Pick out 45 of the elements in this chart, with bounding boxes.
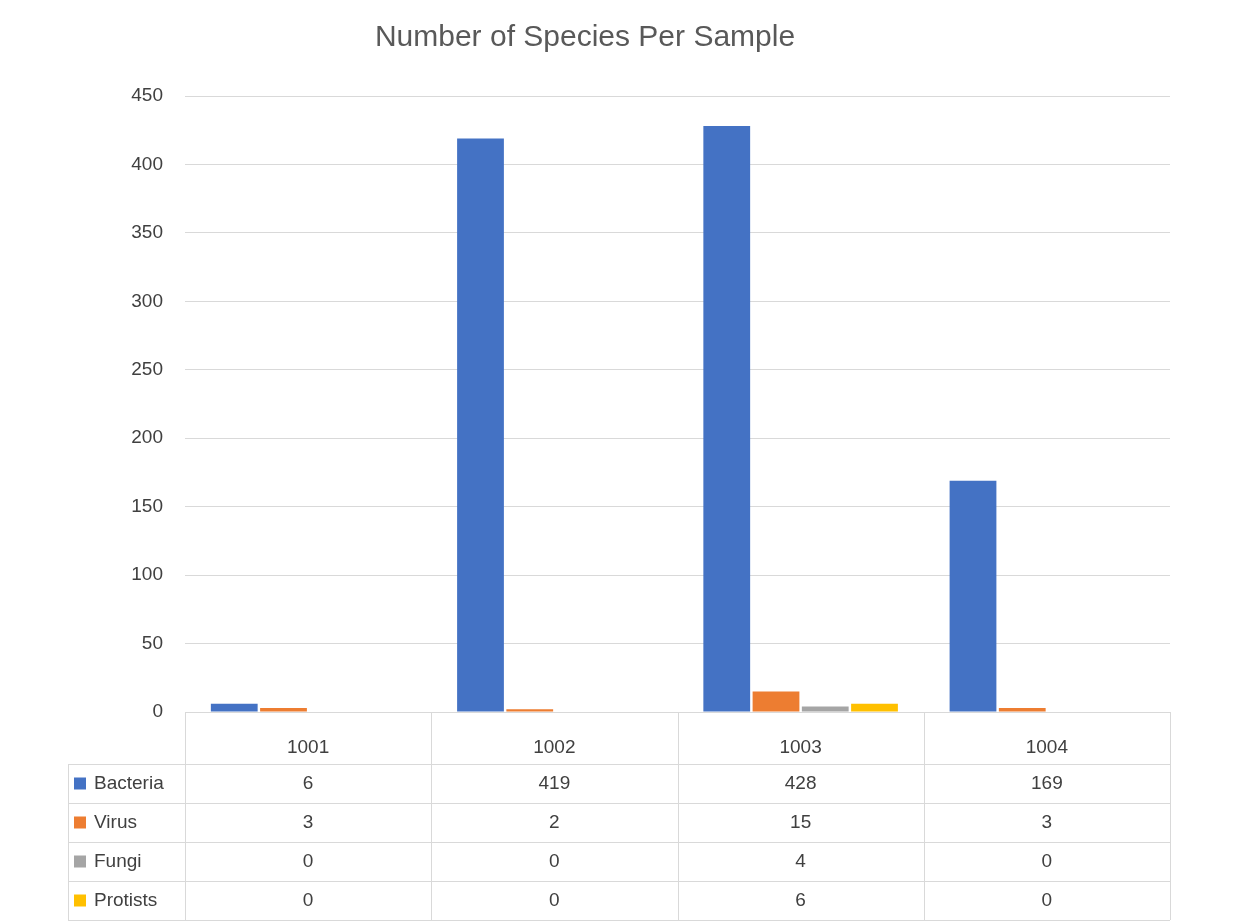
bar — [998, 707, 1046, 712]
data-label: 419 — [538, 771, 571, 793]
data-label: 6 — [795, 888, 806, 910]
data-label: 4 — [795, 849, 807, 871]
y-tick-label: 100 — [131, 563, 163, 585]
y-tick-label: 200 — [131, 426, 163, 448]
bar — [752, 691, 800, 712]
y-tick-label: 150 — [131, 494, 163, 516]
data-label: 0 — [302, 888, 314, 910]
data-label: 169 — [1031, 771, 1063, 793]
data-label: 0 — [302, 849, 314, 871]
y-tick-label: 400 — [131, 152, 163, 174]
bar — [703, 126, 751, 712]
data-label: 0 — [549, 849, 560, 871]
chart-title: Number of Species Per Sample — [374, 19, 796, 53]
bar — [801, 706, 849, 712]
data-label: 2 — [549, 810, 560, 832]
bar — [260, 707, 307, 712]
bar — [457, 138, 504, 712]
x-tick-label: 1002 — [533, 735, 576, 757]
x-tick-label: 1004 — [1025, 735, 1069, 757]
y-tick-label: 50 — [141, 631, 163, 653]
y-tick-label: 300 — [131, 289, 163, 311]
bar — [851, 703, 898, 712]
data-label: 428 — [784, 771, 817, 793]
y-tick-label: 450 — [131, 84, 163, 106]
legend-label: Bacteria — [94, 771, 165, 793]
data-label: 15 — [790, 810, 812, 832]
data-label: 6 — [302, 771, 314, 793]
data-label: 0 — [1041, 849, 1053, 871]
data-label: 3 — [1041, 810, 1053, 832]
y-tick-label: 350 — [131, 221, 163, 243]
bar — [949, 480, 997, 712]
data-label: 3 — [302, 810, 314, 832]
data-label: 0 — [549, 888, 560, 910]
bar — [506, 709, 554, 712]
x-tick-label: 1001 — [286, 735, 330, 757]
legend-label: Protists — [94, 888, 158, 910]
legend-label: Fungi — [94, 849, 142, 871]
legend-label: Virus — [94, 810, 137, 832]
x-tick-label: 1003 — [779, 735, 822, 757]
y-tick-label: 0 — [152, 700, 163, 722]
data-label: 0 — [1041, 888, 1053, 910]
y-tick-label: 250 — [131, 358, 163, 380]
bar — [210, 703, 258, 712]
